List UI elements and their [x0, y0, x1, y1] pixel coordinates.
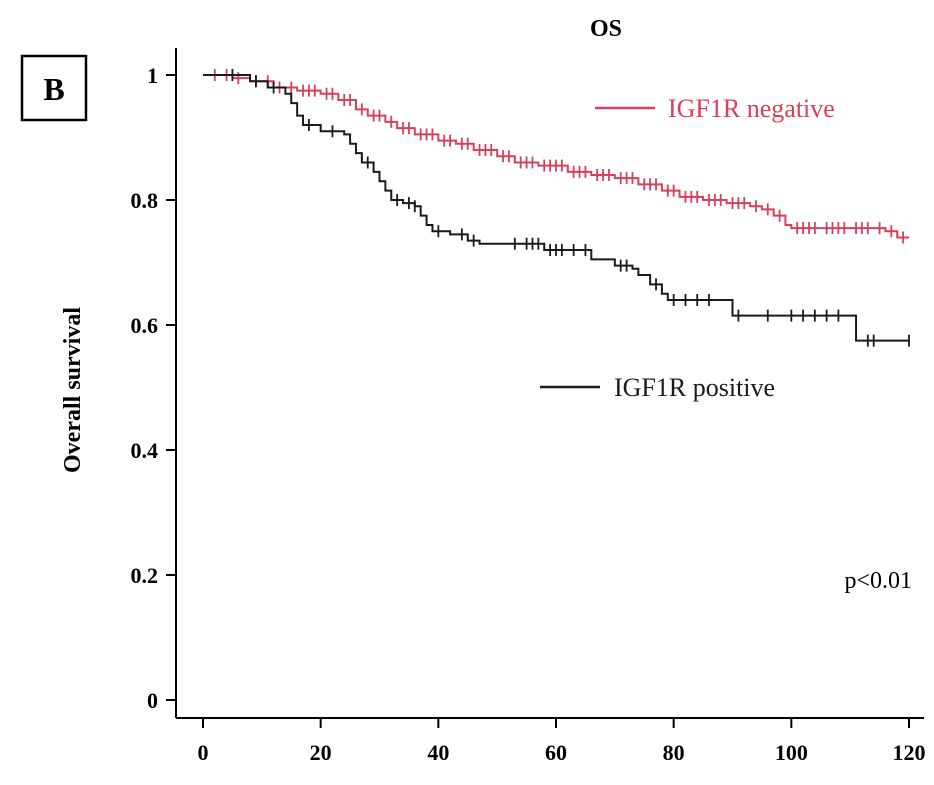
x-tick-label: 100: [775, 740, 808, 765]
panel-letter-box: [20, 54, 88, 122]
x-tick-label: 120: [893, 740, 926, 765]
x-tick-label: 80: [663, 740, 685, 765]
series-line: [203, 74, 909, 239]
legend-label-negative: IGF1R negative: [668, 94, 835, 123]
series-layer: [203, 69, 910, 347]
chart-title: OS: [590, 16, 622, 42]
x-tick-label: 0: [198, 740, 209, 765]
y-tick-label: 0.8: [131, 188, 159, 213]
y-tick-label: 0.2: [131, 563, 159, 588]
y-tick-label: 0: [147, 688, 158, 713]
x-tick-label: 60: [545, 740, 567, 765]
legend: IGF1R negative IGF1R positive: [540, 94, 835, 402]
p-value-annotation: p<0.01: [844, 568, 912, 594]
y-axis-label: Overall survival: [60, 307, 86, 473]
y-tick-label: 0.4: [131, 438, 159, 463]
y-tick-label: 0.6: [131, 313, 159, 338]
legend-label-positive: IGF1R positive: [614, 373, 775, 402]
series-line: [203, 74, 909, 342]
x-tick-label: 20: [310, 740, 332, 765]
y-ticks: 0 0.2 0.4 0.6 0.8 1: [131, 63, 176, 713]
panel-letter: B: [43, 71, 64, 107]
y-tick-label: 1: [147, 63, 158, 88]
x-tick-label: 40: [427, 740, 449, 765]
series-positive: [203, 69, 910, 347]
x-ticks: 0 20 40 60 80 100 120: [198, 718, 926, 765]
